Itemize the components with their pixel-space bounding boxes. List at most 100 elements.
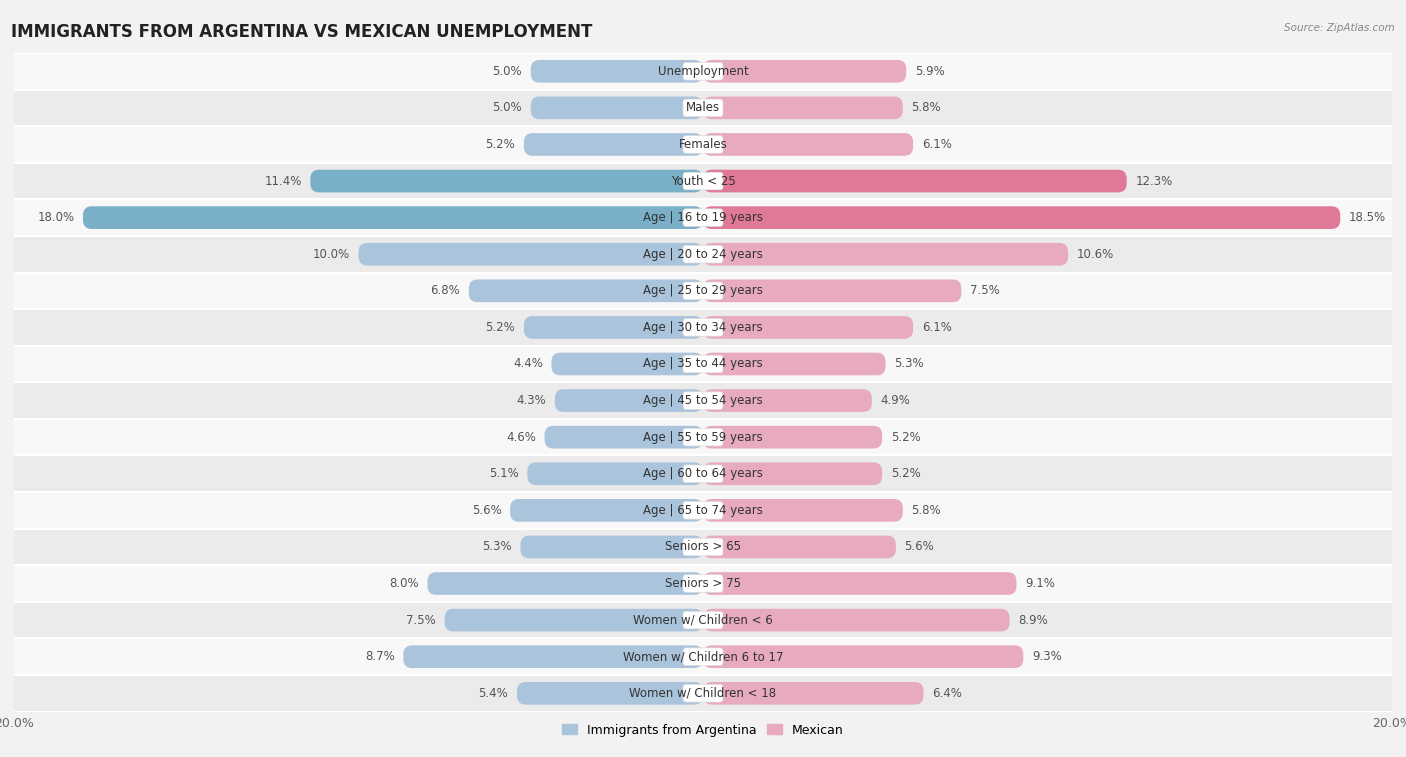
FancyBboxPatch shape xyxy=(520,536,703,558)
FancyBboxPatch shape xyxy=(703,97,903,119)
FancyBboxPatch shape xyxy=(555,389,703,412)
Text: Seniors > 65: Seniors > 65 xyxy=(665,540,741,553)
FancyBboxPatch shape xyxy=(703,207,1340,229)
Text: 8.9%: 8.9% xyxy=(1018,614,1047,627)
Text: 5.2%: 5.2% xyxy=(891,431,921,444)
Bar xyxy=(14,199,1392,236)
FancyBboxPatch shape xyxy=(683,575,723,592)
Text: 5.8%: 5.8% xyxy=(911,101,941,114)
FancyBboxPatch shape xyxy=(551,353,703,375)
Text: Females: Females xyxy=(679,138,727,151)
Bar xyxy=(14,675,1392,712)
FancyBboxPatch shape xyxy=(703,463,882,485)
Text: 6.4%: 6.4% xyxy=(932,687,962,699)
FancyBboxPatch shape xyxy=(703,499,903,522)
FancyBboxPatch shape xyxy=(311,170,703,192)
FancyBboxPatch shape xyxy=(703,170,1126,192)
Bar xyxy=(14,419,1392,456)
FancyBboxPatch shape xyxy=(703,609,1010,631)
FancyBboxPatch shape xyxy=(703,316,912,338)
FancyBboxPatch shape xyxy=(524,133,703,156)
Text: Youth < 25: Youth < 25 xyxy=(671,175,735,188)
FancyBboxPatch shape xyxy=(703,133,912,156)
FancyBboxPatch shape xyxy=(703,426,882,448)
FancyBboxPatch shape xyxy=(683,465,723,482)
Text: 7.5%: 7.5% xyxy=(406,614,436,627)
FancyBboxPatch shape xyxy=(468,279,703,302)
Text: 10.0%: 10.0% xyxy=(312,248,350,260)
Text: Women w/ Children < 18: Women w/ Children < 18 xyxy=(630,687,776,699)
Bar xyxy=(14,346,1392,382)
Text: 6.1%: 6.1% xyxy=(922,321,952,334)
Text: 9.1%: 9.1% xyxy=(1025,577,1054,590)
Text: 7.5%: 7.5% xyxy=(970,285,1000,298)
FancyBboxPatch shape xyxy=(703,279,962,302)
Bar xyxy=(14,309,1392,346)
Text: Age | 25 to 29 years: Age | 25 to 29 years xyxy=(643,285,763,298)
Bar xyxy=(14,53,1392,89)
Text: 5.4%: 5.4% xyxy=(478,687,509,699)
FancyBboxPatch shape xyxy=(683,684,723,702)
FancyBboxPatch shape xyxy=(683,136,723,153)
FancyBboxPatch shape xyxy=(544,426,703,448)
FancyBboxPatch shape xyxy=(703,536,896,558)
Text: Women w/ Children < 6: Women w/ Children < 6 xyxy=(633,614,773,627)
Bar xyxy=(14,273,1392,309)
FancyBboxPatch shape xyxy=(683,63,723,80)
FancyBboxPatch shape xyxy=(359,243,703,266)
FancyBboxPatch shape xyxy=(703,60,907,83)
Text: 8.0%: 8.0% xyxy=(389,577,419,590)
Text: Women w/ Children 6 to 17: Women w/ Children 6 to 17 xyxy=(623,650,783,663)
FancyBboxPatch shape xyxy=(683,355,723,372)
Bar xyxy=(14,528,1392,565)
Legend: Immigrants from Argentina, Mexican: Immigrants from Argentina, Mexican xyxy=(557,718,849,742)
Text: Age | 45 to 54 years: Age | 45 to 54 years xyxy=(643,394,763,407)
Text: 18.5%: 18.5% xyxy=(1348,211,1386,224)
FancyBboxPatch shape xyxy=(683,319,723,336)
FancyBboxPatch shape xyxy=(703,646,1024,668)
FancyBboxPatch shape xyxy=(427,572,703,595)
Text: Age | 16 to 19 years: Age | 16 to 19 years xyxy=(643,211,763,224)
FancyBboxPatch shape xyxy=(703,682,924,705)
FancyBboxPatch shape xyxy=(683,282,723,300)
Bar xyxy=(14,236,1392,273)
Text: 5.9%: 5.9% xyxy=(915,65,945,78)
FancyBboxPatch shape xyxy=(683,428,723,446)
Text: 11.4%: 11.4% xyxy=(264,175,302,188)
Bar xyxy=(14,126,1392,163)
FancyBboxPatch shape xyxy=(517,682,703,705)
Text: 5.6%: 5.6% xyxy=(472,504,502,517)
FancyBboxPatch shape xyxy=(404,646,703,668)
FancyBboxPatch shape xyxy=(683,648,723,665)
Bar xyxy=(14,456,1392,492)
Text: 5.2%: 5.2% xyxy=(485,321,515,334)
Bar xyxy=(14,382,1392,419)
Text: Unemployment: Unemployment xyxy=(658,65,748,78)
Text: 6.8%: 6.8% xyxy=(430,285,460,298)
Bar xyxy=(14,492,1392,528)
Bar xyxy=(14,638,1392,675)
Text: 5.0%: 5.0% xyxy=(492,101,522,114)
Text: 5.6%: 5.6% xyxy=(904,540,934,553)
Bar xyxy=(14,565,1392,602)
Text: Age | 30 to 34 years: Age | 30 to 34 years xyxy=(643,321,763,334)
Text: 4.4%: 4.4% xyxy=(513,357,543,370)
Text: IMMIGRANTS FROM ARGENTINA VS MEXICAN UNEMPLOYMENT: IMMIGRANTS FROM ARGENTINA VS MEXICAN UNE… xyxy=(11,23,592,41)
FancyBboxPatch shape xyxy=(527,463,703,485)
FancyBboxPatch shape xyxy=(683,502,723,519)
Text: 18.0%: 18.0% xyxy=(37,211,75,224)
Text: Age | 65 to 74 years: Age | 65 to 74 years xyxy=(643,504,763,517)
Text: 5.8%: 5.8% xyxy=(911,504,941,517)
FancyBboxPatch shape xyxy=(83,207,703,229)
FancyBboxPatch shape xyxy=(683,612,723,629)
Text: Seniors > 75: Seniors > 75 xyxy=(665,577,741,590)
Text: 12.3%: 12.3% xyxy=(1135,175,1173,188)
Bar xyxy=(14,89,1392,126)
FancyBboxPatch shape xyxy=(444,609,703,631)
Bar xyxy=(14,602,1392,638)
FancyBboxPatch shape xyxy=(524,316,703,338)
FancyBboxPatch shape xyxy=(703,389,872,412)
FancyBboxPatch shape xyxy=(683,538,723,556)
Text: 5.2%: 5.2% xyxy=(891,467,921,480)
Text: 9.3%: 9.3% xyxy=(1032,650,1062,663)
